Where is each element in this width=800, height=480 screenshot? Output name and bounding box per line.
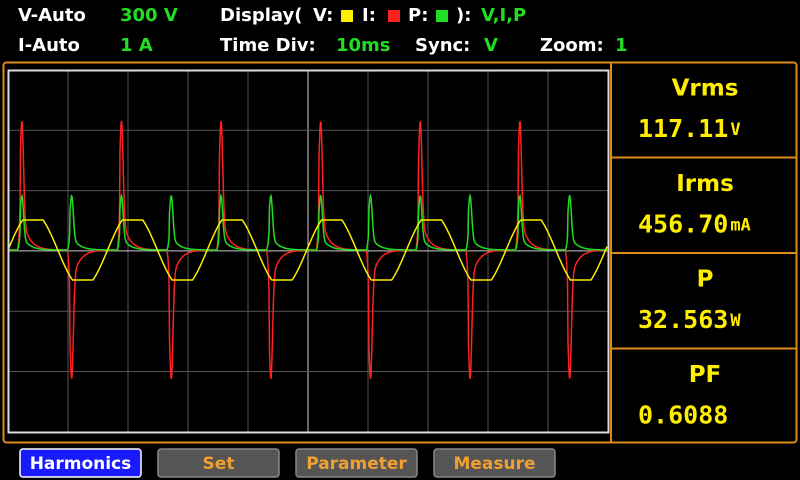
reading-number: 117.11 bbox=[638, 114, 728, 143]
reading-number: 32.563 bbox=[638, 305, 728, 334]
scope-border bbox=[7, 69, 610, 434]
soft-key-label[interactable]: Measure bbox=[453, 454, 535, 474]
sync-value: V bbox=[484, 35, 498, 56]
display-value: V,I,P bbox=[481, 5, 526, 26]
soft-key[interactable] bbox=[295, 448, 418, 478]
i-range-label: I-Auto bbox=[18, 35, 80, 56]
reading-unit: V bbox=[730, 120, 740, 140]
soft-key-label[interactable]: Parameter bbox=[306, 454, 407, 474]
i-label: I: bbox=[362, 5, 376, 26]
p-label: P: bbox=[408, 5, 428, 26]
sync-label: Sync: bbox=[415, 35, 470, 56]
zoom-label: Zoom: bbox=[540, 35, 604, 56]
soft-key[interactable] bbox=[433, 448, 556, 478]
reading-value: 32.563 W bbox=[638, 305, 741, 334]
reading-label: Vrms bbox=[672, 76, 739, 102]
timediv-label: Time Div: bbox=[220, 35, 316, 56]
timediv-value: 10ms bbox=[336, 35, 391, 56]
v-range-label: V-Auto bbox=[18, 5, 86, 26]
waveforms bbox=[8, 120, 608, 380]
v-swatch bbox=[341, 10, 353, 22]
v-label: V: bbox=[313, 5, 333, 26]
zoom-value: 1 bbox=[615, 35, 628, 56]
reading-number: 456.70 bbox=[638, 210, 728, 239]
display-label: Display( bbox=[220, 5, 302, 26]
p-swatch bbox=[436, 10, 448, 22]
reading-value: 456.70 mA bbox=[638, 210, 751, 239]
power-wave bbox=[9, 192, 607, 251]
soft-key[interactable] bbox=[19, 448, 142, 478]
readings-panel: Vrms 117.11 V Irms 456.70 mA P 32.563 W PF 0.6088 bbox=[611, 76, 797, 430]
soft-key-label[interactable]: Set bbox=[203, 454, 235, 474]
display-close: ): bbox=[456, 5, 471, 26]
reading-value: 117.11 V bbox=[638, 114, 741, 143]
voltage-wave bbox=[8, 219, 608, 281]
reading-unit: mA bbox=[730, 216, 750, 236]
soft-keys: Harmonics Set Parameter Measure bbox=[19, 448, 556, 478]
reading-label: Irms bbox=[676, 171, 734, 197]
i-swatch bbox=[388, 10, 400, 22]
reading-number: 0.6088 bbox=[638, 401, 728, 430]
reading-label: P bbox=[697, 267, 714, 293]
soft-key-label[interactable]: Harmonics bbox=[30, 454, 132, 474]
soft-key[interactable] bbox=[157, 448, 280, 478]
v-range-value: 300 V bbox=[120, 5, 178, 26]
reading-value: 0.6088 bbox=[638, 401, 728, 430]
reading-label: PF bbox=[689, 362, 722, 388]
i-range-value: 1 A bbox=[120, 35, 153, 56]
reading-unit: W bbox=[730, 311, 741, 331]
